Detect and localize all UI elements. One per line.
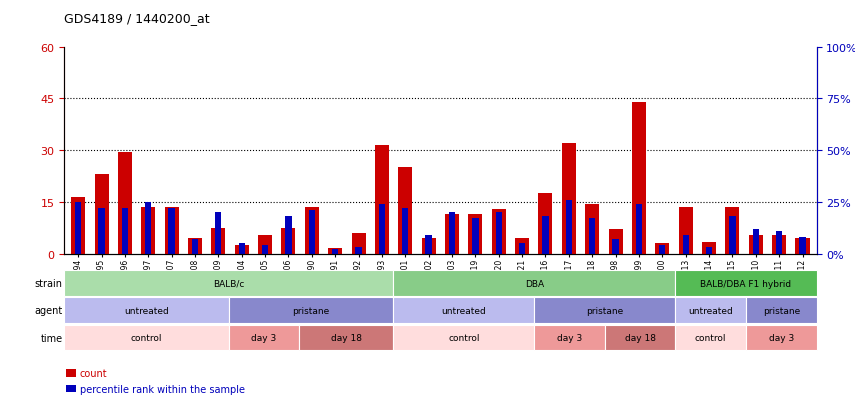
- Bar: [422, 238, 436, 254]
- Bar: [145, 202, 151, 254]
- Bar: [795, 238, 810, 254]
- Bar: [235, 245, 249, 254]
- Bar: [609, 230, 622, 254]
- Text: BALB/c: BALB/c: [213, 279, 245, 288]
- Bar: [426, 235, 432, 254]
- Bar: [71, 197, 86, 254]
- Text: count: count: [80, 368, 107, 378]
- Bar: [749, 235, 763, 254]
- Text: pristane: pristane: [292, 306, 330, 315]
- Bar: [472, 219, 479, 254]
- Bar: [262, 246, 268, 254]
- Bar: [772, 235, 786, 254]
- Text: day 3: day 3: [769, 333, 794, 342]
- Bar: [469, 214, 482, 254]
- Bar: [188, 238, 202, 254]
- Bar: [702, 242, 716, 254]
- Text: DBA: DBA: [525, 279, 544, 288]
- Bar: [589, 219, 595, 254]
- Bar: [636, 204, 642, 254]
- Text: ▶: ▶: [68, 308, 73, 313]
- Bar: [612, 240, 619, 254]
- Text: control: control: [448, 333, 480, 342]
- Bar: [632, 102, 646, 254]
- Bar: [374, 146, 389, 254]
- Bar: [706, 248, 712, 254]
- Bar: [445, 214, 459, 254]
- Bar: [258, 235, 272, 254]
- Bar: [304, 207, 319, 254]
- Text: day 18: day 18: [625, 333, 656, 342]
- Text: day 18: day 18: [331, 333, 362, 342]
- Bar: [118, 152, 132, 254]
- Bar: [402, 209, 409, 254]
- Bar: [542, 217, 549, 254]
- Text: untreated: untreated: [124, 306, 168, 315]
- Text: control: control: [131, 333, 162, 342]
- Text: pristane: pristane: [763, 306, 800, 315]
- Text: untreated: untreated: [441, 306, 486, 315]
- Text: pristane: pristane: [587, 306, 623, 315]
- Bar: [351, 233, 366, 254]
- Bar: [98, 209, 104, 254]
- Bar: [725, 207, 740, 254]
- Text: day 3: day 3: [251, 333, 277, 342]
- Bar: [356, 248, 362, 254]
- Bar: [75, 202, 81, 254]
- Text: control: control: [695, 333, 727, 342]
- Bar: [566, 200, 572, 254]
- Text: GDS4189 / 1440200_at: GDS4189 / 1440200_at: [64, 12, 209, 25]
- Bar: [682, 235, 689, 254]
- Bar: [286, 217, 292, 254]
- Bar: [655, 244, 669, 254]
- Bar: [776, 231, 782, 254]
- Bar: [492, 209, 506, 254]
- Bar: [729, 217, 735, 254]
- Bar: [332, 250, 339, 254]
- Bar: [752, 229, 759, 254]
- Text: strain: strain: [34, 278, 62, 288]
- Bar: [515, 238, 529, 254]
- Text: BALB/DBA F1 hybrid: BALB/DBA F1 hybrid: [700, 279, 792, 288]
- Bar: [379, 204, 385, 254]
- Bar: [562, 144, 576, 254]
- Bar: [659, 246, 665, 254]
- Bar: [95, 175, 109, 254]
- Bar: [328, 249, 342, 254]
- Text: ▶: ▶: [68, 280, 73, 286]
- Bar: [165, 207, 179, 254]
- Text: percentile rank within the sample: percentile rank within the sample: [80, 384, 245, 394]
- Bar: [585, 204, 599, 254]
- Bar: [539, 194, 552, 254]
- Text: agent: agent: [34, 306, 62, 316]
- Bar: [141, 207, 156, 254]
- Bar: [519, 244, 525, 254]
- Bar: [679, 207, 693, 254]
- Bar: [449, 213, 455, 254]
- Text: ▶: ▶: [68, 335, 73, 341]
- Text: time: time: [40, 333, 62, 343]
- Bar: [168, 209, 174, 254]
- Bar: [239, 244, 245, 254]
- Text: day 3: day 3: [557, 333, 582, 342]
- Bar: [799, 237, 805, 254]
- Bar: [281, 228, 296, 254]
- Bar: [121, 209, 128, 254]
- Text: untreated: untreated: [688, 306, 733, 315]
- Bar: [398, 168, 412, 254]
- Bar: [215, 213, 221, 254]
- Bar: [309, 211, 315, 254]
- Bar: [496, 213, 502, 254]
- Bar: [192, 240, 198, 254]
- Bar: [211, 228, 226, 254]
